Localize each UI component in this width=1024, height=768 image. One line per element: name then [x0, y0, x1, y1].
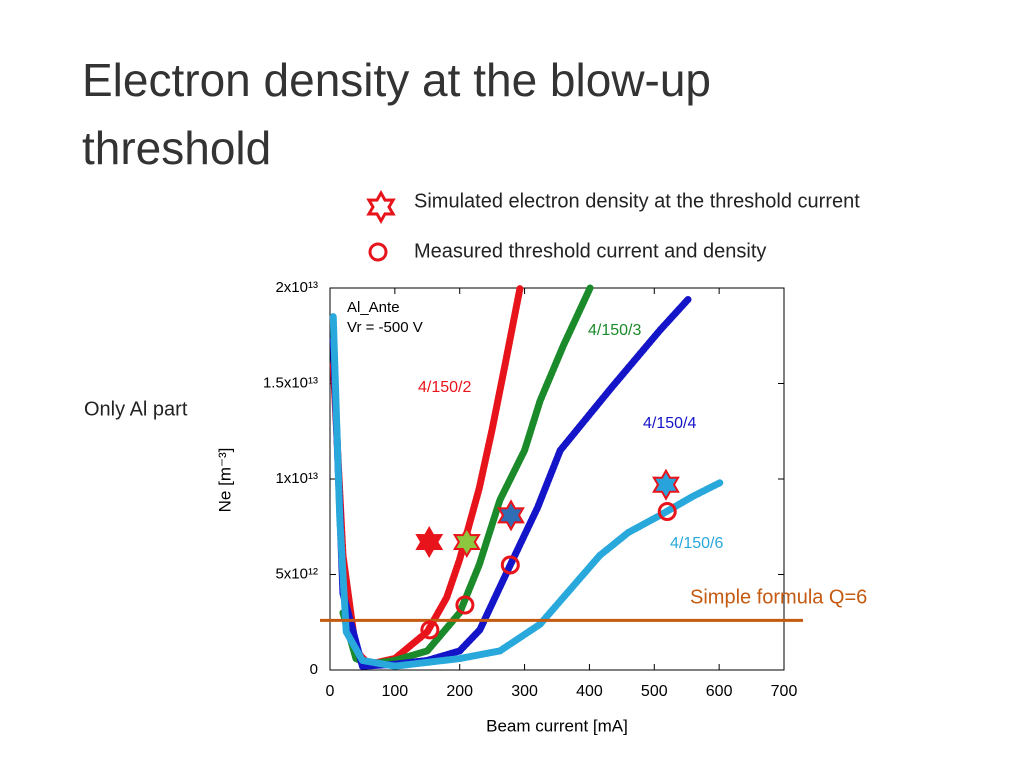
- simulated-star: [415, 525, 444, 559]
- measured-circle: [500, 555, 520, 575]
- legend-label: Simulated electron density at the thresh…: [414, 190, 860, 212]
- side-note: Only Al part: [84, 398, 188, 420]
- y-tick-label: 1.5x10¹³: [263, 374, 318, 391]
- y-tick-label: 0: [310, 661, 318, 678]
- x-tick-label: 100: [382, 683, 409, 700]
- x-axis-label: Beam current [mA]: [486, 716, 628, 735]
- series-label: 4/150/3: [588, 322, 641, 339]
- series-label: 4/150/2: [418, 379, 471, 396]
- plot-frame: [329, 287, 785, 671]
- x-tick-label: 400: [576, 683, 603, 700]
- reference-label: Simple formula Q=6: [690, 586, 867, 608]
- x-tick-label: 0: [326, 683, 335, 700]
- y-tick-label: 1x10¹³: [275, 470, 318, 487]
- slide-title: Electron density at the blow-up threshol…: [82, 54, 712, 174]
- legend-label: Measured threshold current and density: [414, 240, 766, 262]
- x-tick-label: 200: [446, 683, 473, 700]
- series-label: 4/150/4: [643, 415, 696, 432]
- measured-circle: [455, 595, 475, 615]
- data-line: [329, 313, 724, 670]
- simulated-star: [652, 468, 680, 501]
- y-axis-label: Ne [m⁻³]: [215, 448, 234, 513]
- series-label: 4/150/6: [670, 535, 723, 552]
- y-tick-label: 5x10¹²: [275, 565, 318, 582]
- annotation: Al_Ante: [347, 299, 400, 316]
- simulated-star: [452, 525, 481, 559]
- simulated-star: [497, 499, 525, 532]
- legend-star: [366, 189, 396, 225]
- x-tick-label: 500: [641, 683, 668, 700]
- measured-circle: [420, 620, 440, 640]
- x-tick-label: 700: [771, 683, 798, 700]
- data-line: [329, 295, 692, 670]
- measured-circle: [657, 501, 677, 521]
- x-tick-label: 600: [706, 683, 733, 700]
- y-tick-label: 2x10¹³: [275, 279, 318, 296]
- legend-circle: [368, 242, 388, 262]
- x-tick-label: 300: [511, 683, 538, 700]
- annotation: Vr = -500 V: [347, 319, 423, 336]
